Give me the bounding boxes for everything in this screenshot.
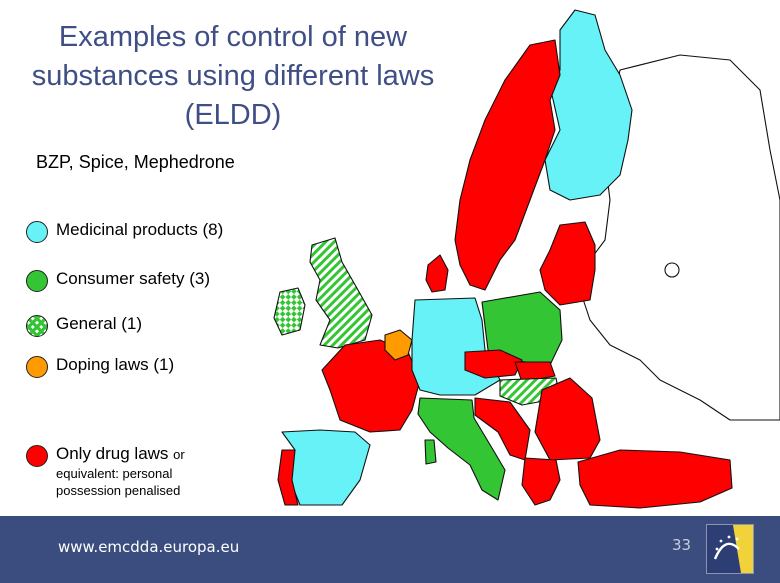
- title-line: (ELDD): [184, 99, 282, 131]
- region-finland: [544, 9, 633, 201]
- emcdda-logo-icon: [706, 524, 754, 574]
- region-ireland: [273, 287, 306, 336]
- footer-bar: www.emcdda.europa.eu 33: [0, 516, 780, 583]
- legend-label-suffix: or: [173, 447, 185, 462]
- legend-swatch-consumer: [26, 270, 48, 292]
- region-balkans: [474, 397, 531, 461]
- legend-doping: Doping laws (1): [26, 354, 174, 378]
- footer-url[interactable]: www.emcdda.europa.eu: [58, 538, 240, 556]
- region-great-britain: [309, 237, 373, 349]
- europe-map: [273, 9, 780, 509]
- title-line: Examples of control of new: [58, 21, 408, 53]
- legend-note: equivalent: personal possession penalise…: [56, 466, 181, 498]
- region-greece: [521, 457, 561, 506]
- page-number: 33: [672, 536, 692, 554]
- region-benelux: [384, 329, 413, 361]
- legend-label: Doping laws (1): [56, 355, 175, 374]
- page-title: Examples of control of new substances us…: [18, 18, 448, 135]
- region-romania-bulgaria: [534, 377, 601, 461]
- region-baltics: [539, 221, 596, 306]
- legend-medicinal: Medicinal products (8): [26, 219, 223, 243]
- region-portugal: [277, 449, 299, 506]
- region-sardinia: [424, 439, 437, 465]
- region-italy: [417, 397, 506, 501]
- legend-general: General (1): [26, 313, 142, 337]
- legend-label: General (1): [56, 314, 142, 333]
- map-marker: [664, 262, 680, 278]
- region-denmark: [425, 254, 449, 293]
- title-line: substances using different laws: [31, 60, 435, 92]
- legend-label: Medicinal products (8): [56, 220, 224, 239]
- region-slovakia: [514, 361, 556, 383]
- region-russia: [579, 54, 780, 421]
- region-scandinavia: [454, 39, 561, 291]
- substances-subtitle: BZP, Spice, Mephedrone: [36, 152, 235, 172]
- legend-swatch-drug-laws: [26, 445, 48, 467]
- region-turkey: [577, 449, 733, 509]
- legend-swatch-medicinal: [26, 221, 48, 243]
- legend-label: Only drug laws: [56, 444, 169, 463]
- legend-consumer: Consumer safety (3): [26, 268, 210, 292]
- legend-drug-laws: Only drug laws or equivalent: personal p…: [26, 443, 226, 499]
- legend-swatch-doping: [26, 356, 48, 378]
- legend-swatch-general: [26, 315, 48, 337]
- region-czech: [464, 349, 523, 379]
- legend-label: Consumer safety (3): [56, 269, 210, 288]
